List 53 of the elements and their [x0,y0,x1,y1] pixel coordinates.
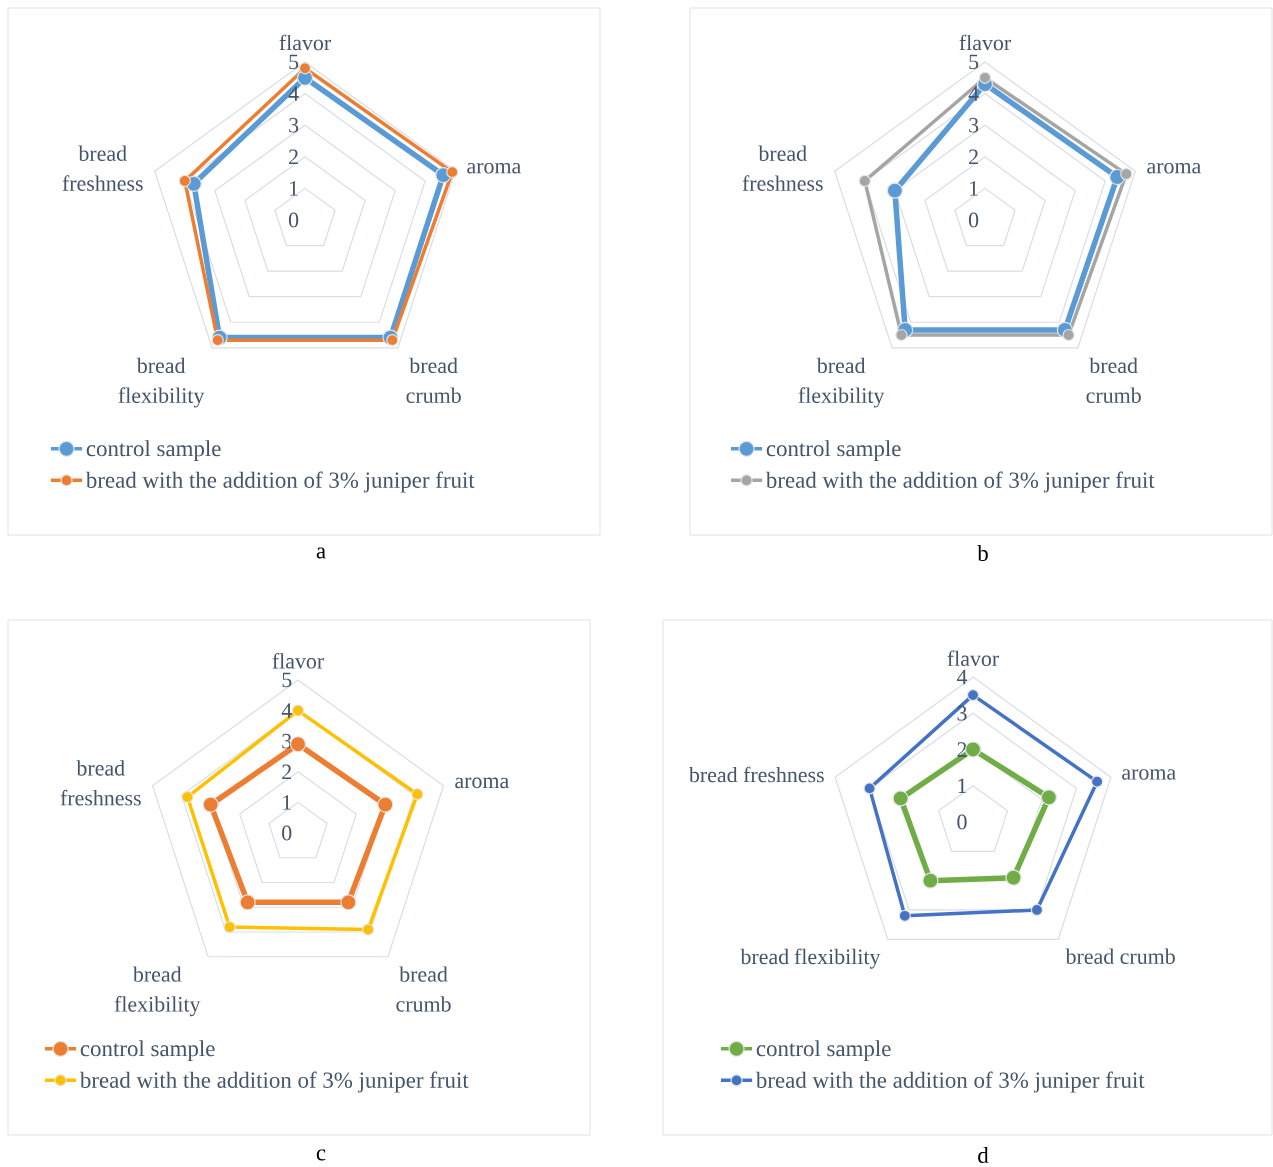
spoke-label: bread flexibility [740,948,881,969]
y-tick-label: 5 [969,54,979,70]
legend-label: control sample [86,440,221,461]
y-tick-label: 1 [970,181,978,196]
legend-label: bread with the addition of 3% juniper fruit [85,471,475,493]
legend-label: bread with the addition of 3% juniper fruit [765,471,1155,493]
spoke-label: aroma [1147,162,1201,174]
spoke-label: aroma [467,162,521,174]
spoke-label: flavor [959,34,1011,51]
text: a [316,547,326,559]
y-tick-label: 1 [283,795,291,810]
legend-label: control sample [80,1040,215,1061]
spoke-label: bread crumb [1086,357,1141,403]
y-tick-label: 2 [957,742,967,757]
text: b [977,544,988,562]
spoke-label: bread freshness [688,766,824,783]
text: d [978,1146,989,1164]
y-tick-label: 2 [282,764,292,780]
legend-label: bread with the addition of 3% juniper fruit [79,1071,469,1093]
y-tick-label: 1 [290,181,298,196]
spoke-label: bread freshness [60,760,141,806]
y-tick-label: 0 [282,825,292,841]
text: c [316,1149,326,1161]
legend-label: control sample [766,440,901,461]
spoke-label: bread flexibility [118,357,205,408]
y-tick-label: 4 [281,703,292,718]
y-tick-label: 2 [289,149,298,165]
spoke-label: flavor [947,650,999,667]
y-tick-label: 4 [956,669,968,685]
spoke-label: bread crumb [1065,948,1175,964]
legend-label: bread with the addition of 3% juniper fruit [755,1071,1145,1093]
y-tick-label: 1 [958,778,967,793]
y-tick-label: 3 [282,733,292,749]
spoke-label: aroma [1122,769,1176,780]
spoke-label: bread crumb [406,357,461,403]
y-tick-label: 0 [968,212,979,228]
y-tick-label: 3 [957,705,967,721]
y-tick-label: 5 [289,54,299,70]
y-tick-label: 3 [289,117,299,133]
spoke-label: flavor [279,34,331,51]
y-tick-label: 3 [969,117,979,133]
spoke-label: bread freshness [742,145,823,191]
y-tick-label: 0 [957,814,967,830]
y-tick-label: 2 [969,149,978,165]
y-tick-label: 5 [282,672,292,688]
spoke-label: flavor [272,652,324,669]
spoke-label: bread freshness [62,145,143,191]
spoke-label: bread crumb [396,966,451,1012]
spoke-label: aroma [455,777,509,789]
legend-label: control sample [756,1040,891,1061]
spoke-label: bread flexibility [114,966,201,1017]
y-tick-label: 0 [288,212,299,228]
spoke-label: bread flexibility [798,357,885,408]
